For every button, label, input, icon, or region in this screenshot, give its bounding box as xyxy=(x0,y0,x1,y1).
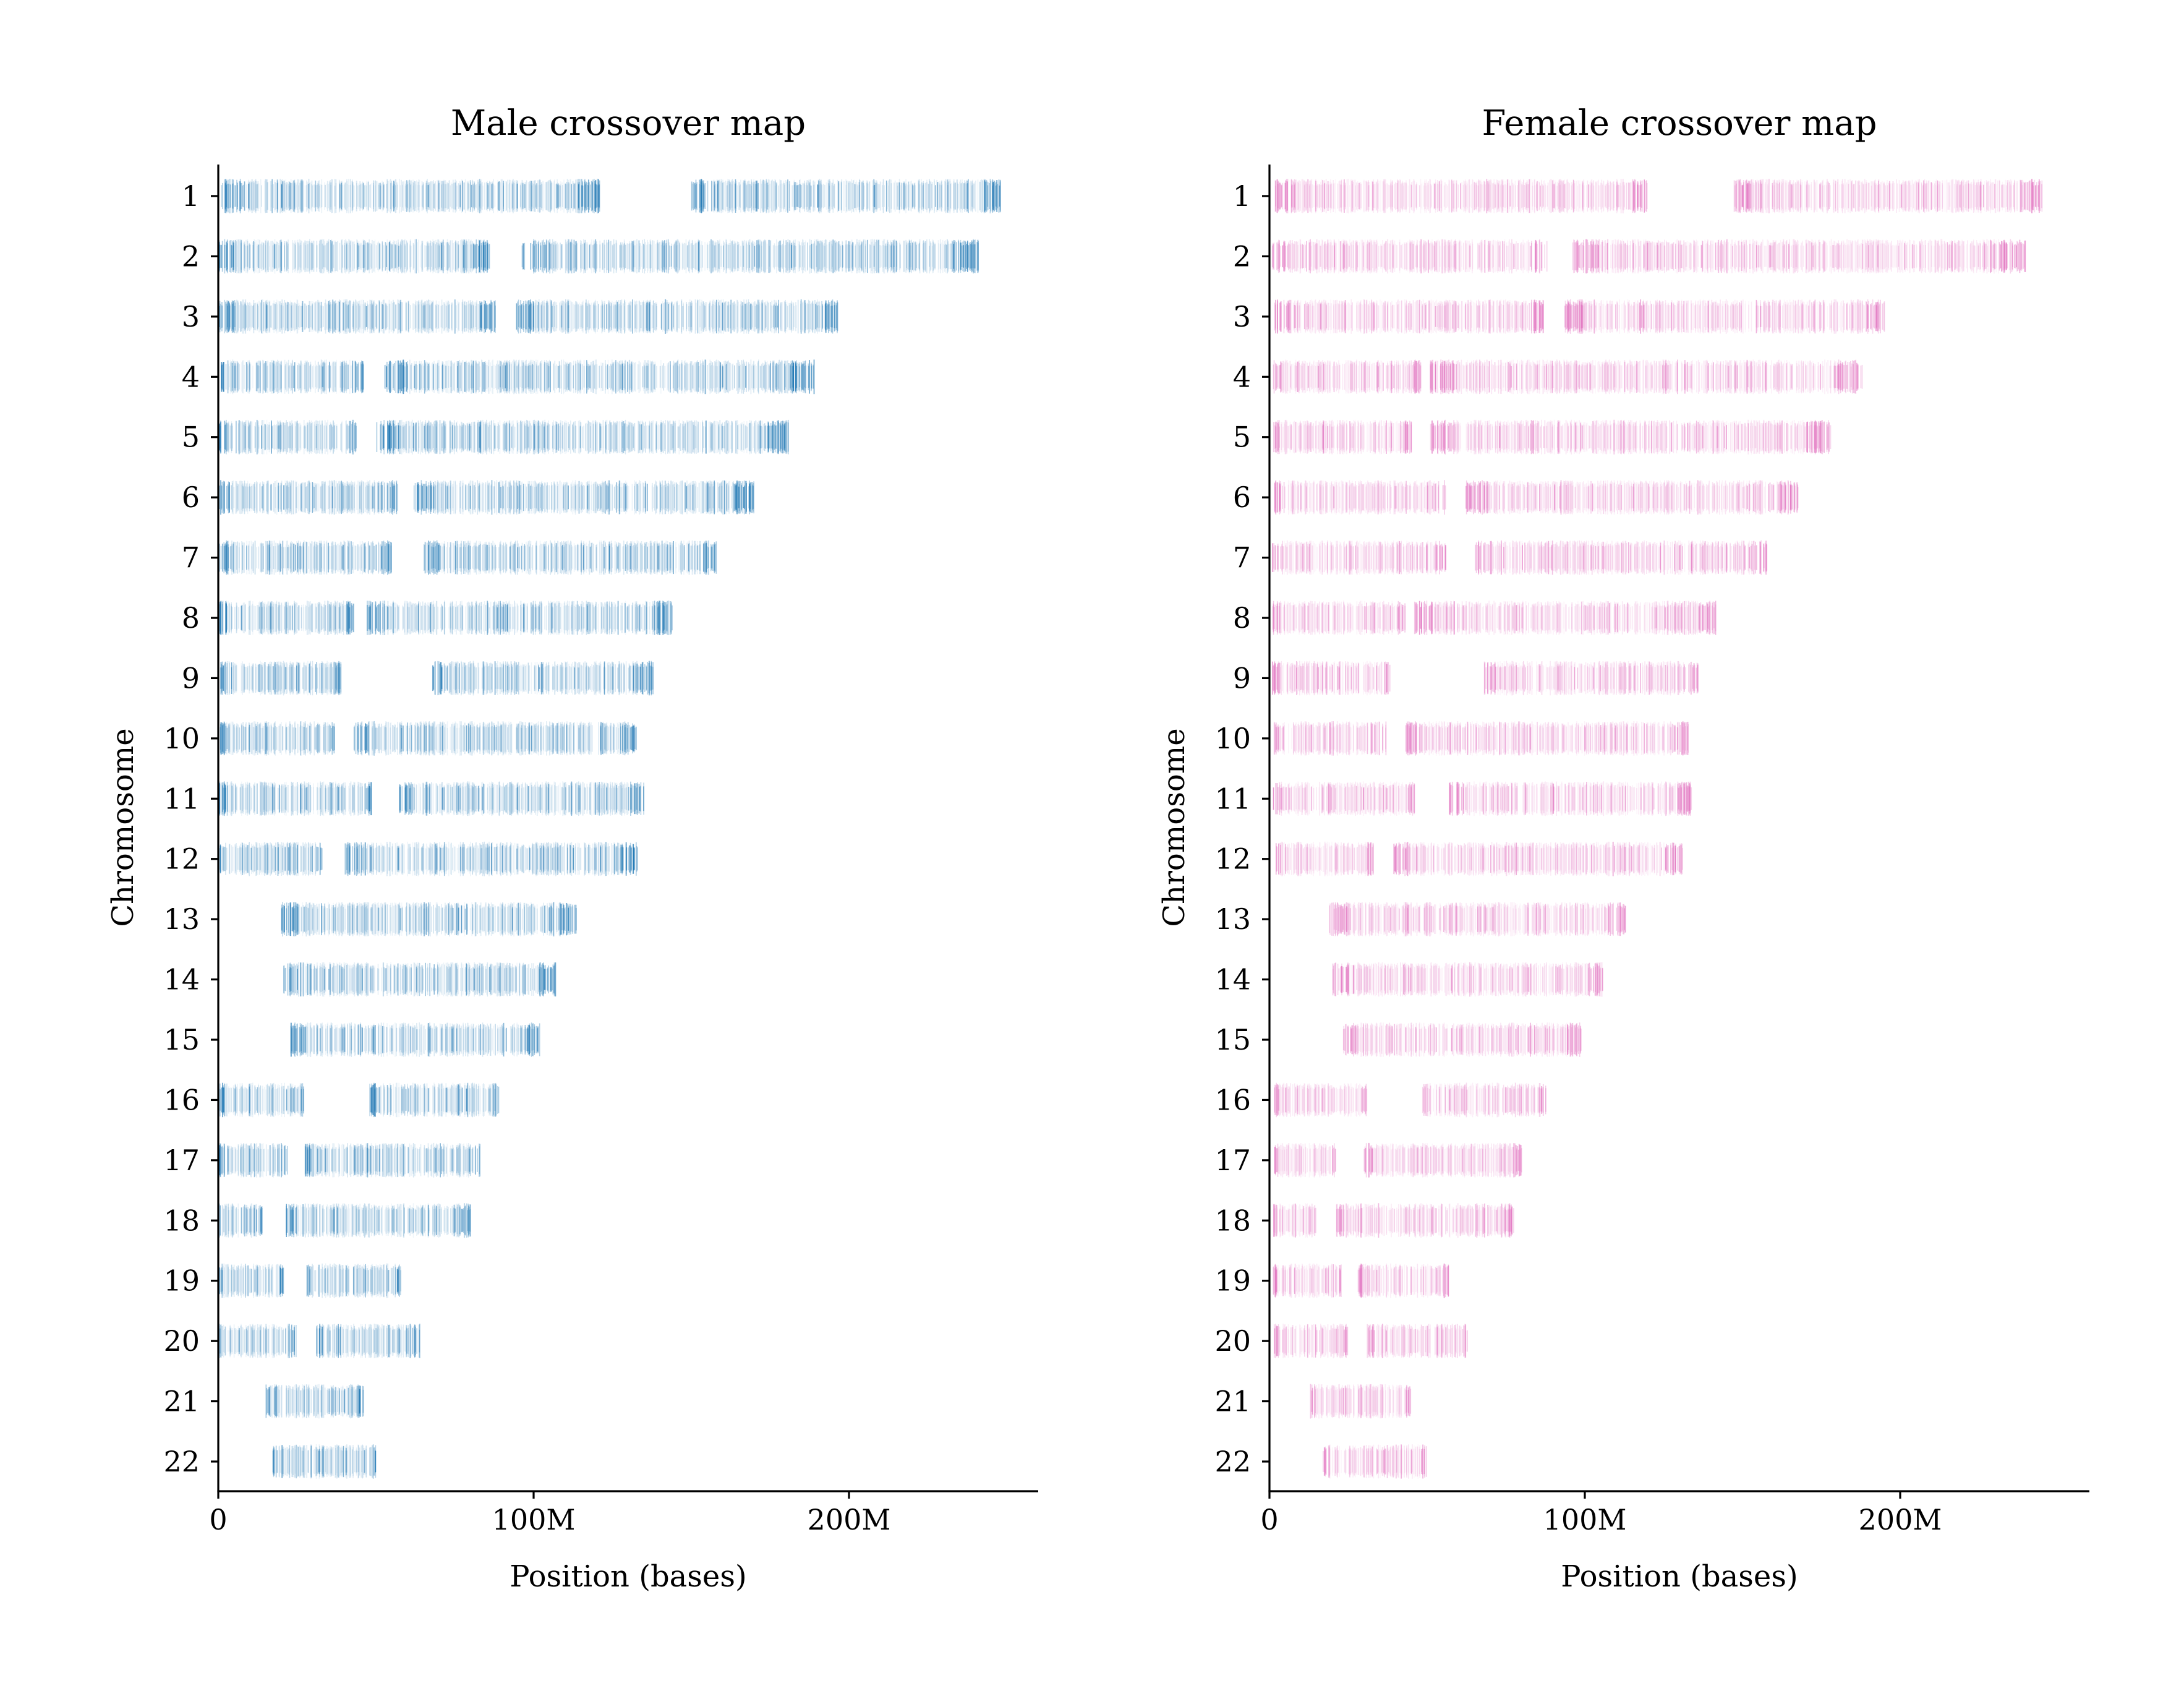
male-crossover-panel: Male crossover map 123456789101112131415… xyxy=(106,103,1038,1594)
male-panel-title: Male crossover map xyxy=(451,103,806,143)
male-chromosome-5-marks xyxy=(218,419,789,455)
male-crossover-marks xyxy=(218,179,1001,1479)
male-chromosome-2-marks xyxy=(218,239,979,274)
male-chromosome-1-marks xyxy=(221,179,1001,213)
male-chromosome-3-marks xyxy=(218,299,838,334)
male-chromosome-4-marks xyxy=(221,359,815,395)
